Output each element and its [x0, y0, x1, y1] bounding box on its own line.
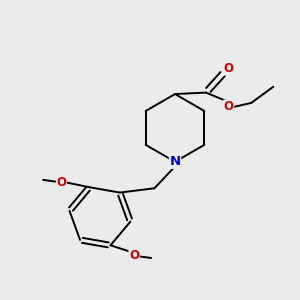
Text: O: O — [224, 100, 234, 113]
Text: O: O — [129, 249, 139, 262]
Text: N: N — [169, 155, 181, 168]
Text: O: O — [56, 176, 66, 189]
Text: O: O — [223, 62, 233, 75]
